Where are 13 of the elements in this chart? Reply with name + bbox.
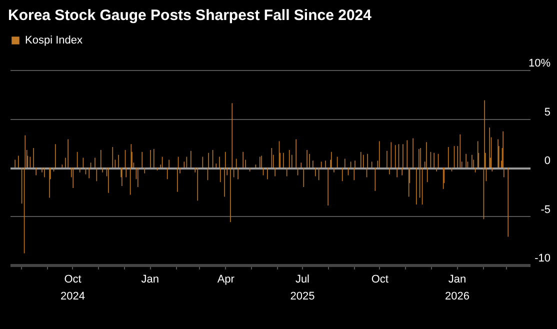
y-tick-label: -5 [540,204,550,216]
y-tick-label: -10 [534,252,550,264]
x-tick-label: Oct 2024 [60,274,86,302]
x-tick-label: Jan [141,274,160,286]
legend-label: Kospi Index [25,34,83,46]
x-tick-label: Apr [217,274,235,286]
y-tick-label: 5 [544,106,550,118]
x-tick-label: Jan 2026 [445,274,470,302]
x-tick-label: Jul 2025 [290,274,315,302]
x-tick-label: Oct [371,274,388,286]
chart-title: Korea Stock Gauge Posts Sharpest Fall Since 2024 [8,7,372,24]
y-tick-label: 0 [544,155,550,167]
y-tick-label: 10% [528,58,551,70]
